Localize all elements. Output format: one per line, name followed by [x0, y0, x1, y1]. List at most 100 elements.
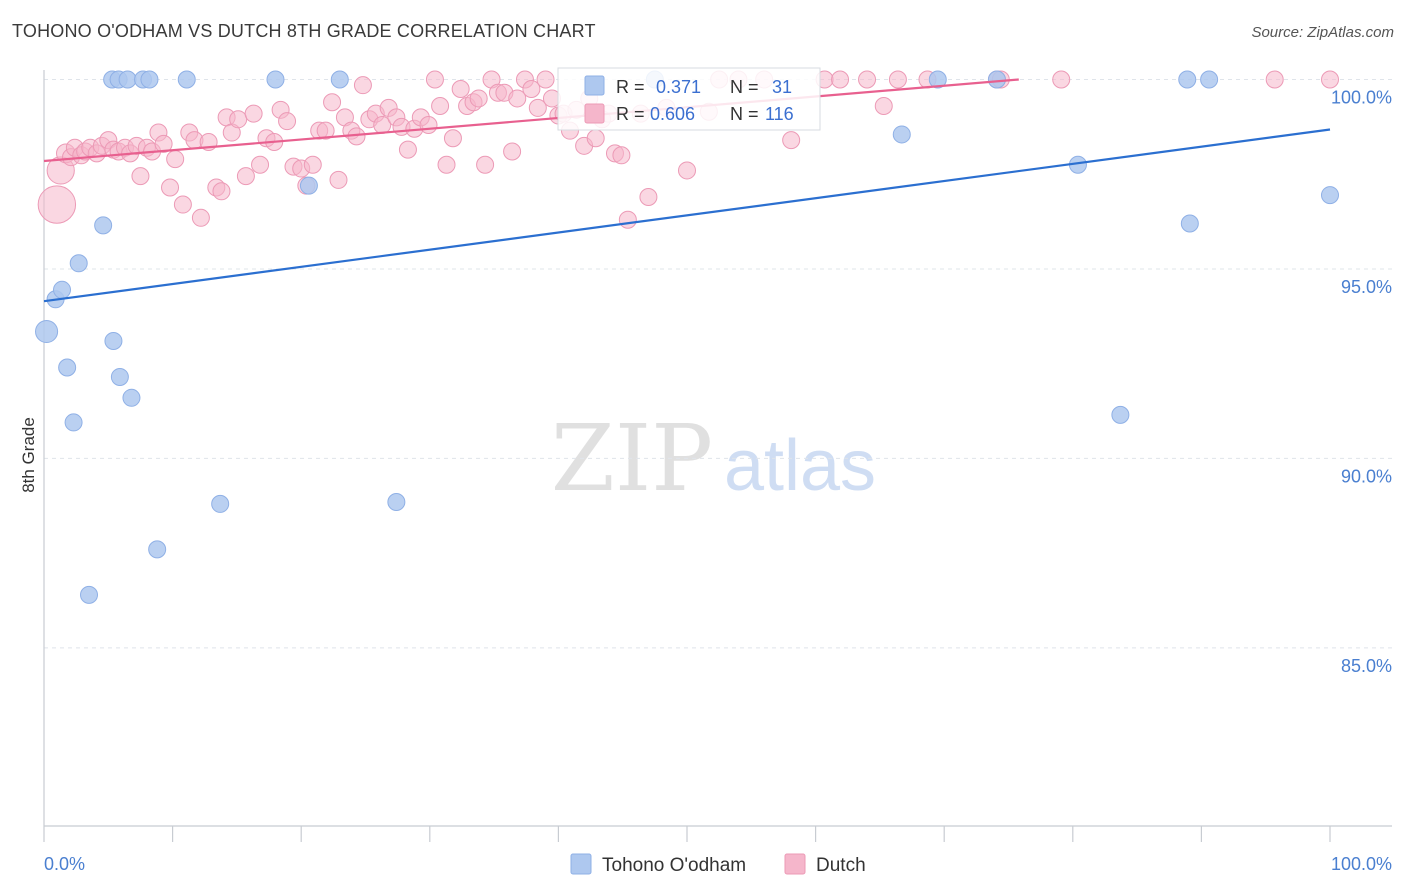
tohono-point-25	[928, 70, 947, 89]
tohono-point-19	[266, 70, 285, 89]
legend-label-tohono: Tohono O'odham	[602, 855, 746, 876]
dutch-point-64	[437, 155, 456, 174]
tohono-points	[35, 70, 1339, 604]
x-tick-label-min: 0.0%	[44, 854, 85, 874]
dutch-point-91	[612, 146, 631, 165]
dutch-point-34	[244, 104, 263, 123]
watermark-atlas: atlas	[724, 426, 876, 506]
y-tick-label-90: 90.0%	[1341, 466, 1392, 486]
grid-lines	[44, 79, 1392, 649]
dutch-point-47	[329, 170, 348, 189]
dutch-point-62	[425, 70, 444, 89]
legend-swatch-dutch	[784, 853, 806, 875]
y-tick-labels: 85.0% 90.0% 95.0% 100.0%	[1331, 88, 1392, 676]
dutch-point-45	[316, 121, 335, 140]
dutch-point-106	[888, 70, 907, 89]
dutch-point-21	[161, 178, 180, 197]
dutch-point-79	[536, 70, 555, 89]
tohono-point-18	[211, 494, 230, 513]
dutch-point-61	[419, 115, 438, 134]
stats-n-label-blue: N =	[730, 77, 759, 97]
stats-n-value-blue: 31	[772, 77, 792, 97]
tohono-point-26	[987, 70, 1006, 89]
dutch-point-70	[476, 155, 495, 174]
dutch-point-92	[618, 210, 637, 229]
dutch-point-105	[874, 97, 893, 116]
tohono-point-30	[1180, 214, 1199, 233]
dutch-point-78	[528, 98, 547, 117]
tohono-point-21	[330, 70, 349, 89]
dutch-point-43	[303, 155, 322, 174]
x-axis-ticks	[43, 826, 1331, 842]
tohono-point-13	[104, 331, 123, 350]
stats-r-value-pink: 0.606	[650, 104, 695, 124]
stats-n-value-pink: 116	[765, 104, 794, 124]
dutch-point-23	[173, 195, 192, 214]
tohono-point-2	[53, 280, 72, 299]
stats-swatch-blue	[584, 75, 605, 96]
dutch-point-66	[451, 79, 470, 98]
dutch-trend-line	[43, 78, 1019, 163]
dutch-point-112	[1321, 70, 1339, 89]
stats-r-label-blue: R =	[616, 77, 645, 97]
tohono-point-17	[177, 70, 196, 89]
dutch-point-111	[1265, 70, 1284, 89]
dutch-point-103	[831, 70, 850, 89]
dutch-point-74	[503, 142, 522, 161]
tohono-point-16	[148, 540, 167, 559]
tohono-point-5	[69, 254, 88, 273]
dutch-point-26	[191, 208, 210, 227]
dutch-point-65	[443, 129, 462, 148]
dutch-point-46	[323, 93, 342, 112]
tohono-point-0	[35, 319, 59, 344]
tohono-point-31	[1200, 70, 1219, 89]
tohono-point-12	[140, 70, 159, 89]
stats-r-label-pink: R =	[616, 104, 645, 124]
legend-label-dutch: Dutch	[816, 855, 866, 876]
tohono-point-24	[892, 125, 911, 144]
tohono-point-10	[118, 70, 137, 89]
tohono-point-28	[1111, 405, 1130, 424]
dutch-point-22	[166, 150, 185, 169]
tohono-point-4	[64, 413, 83, 432]
stats-r-value-blue: 0.371	[656, 77, 701, 97]
dutch-point-39	[278, 112, 297, 131]
tohono-point-22	[387, 493, 406, 512]
dutch-point-77	[522, 79, 541, 98]
dutch-point-20	[154, 134, 173, 153]
y-tick-label-85: 85.0%	[1341, 656, 1392, 676]
dutch-point-51	[353, 76, 372, 95]
x-tick-label-max: 100.0%	[1331, 854, 1392, 874]
stats-box: R = 0.371 N = 31 R = 0.606 N = 116	[557, 67, 821, 131]
dutch-point-29	[212, 182, 231, 201]
dutch-point-104	[858, 70, 877, 89]
source-credit: Source: ZipAtlas.com	[1251, 24, 1394, 41]
tohono-point-32	[1321, 186, 1339, 205]
y-tick-label-95: 95.0%	[1341, 277, 1392, 297]
stats-swatch-pink	[584, 103, 605, 124]
dutch-point-69	[469, 89, 488, 108]
dutch-point-63	[431, 97, 450, 116]
dutch-point-16	[131, 167, 150, 186]
tohono-point-15	[122, 388, 141, 407]
dutch-point-110	[1052, 70, 1071, 89]
dutch-point-96	[678, 161, 696, 180]
y-tick-label-100: 100.0%	[1331, 88, 1392, 108]
dutch-points	[37, 70, 1339, 229]
chart-title: TOHONO O'ODHAM VS DUTCH 8TH GRADE CORREL…	[12, 21, 596, 41]
dutch-point-101	[782, 131, 801, 150]
tohono-point-7	[94, 216, 113, 235]
dutch-point-58	[398, 140, 417, 159]
tohono-point-3	[58, 358, 77, 377]
dutch-point-33	[236, 167, 255, 186]
dutch-point-35	[251, 155, 270, 174]
dutch-point-75	[508, 89, 527, 108]
tohono-point-6	[80, 585, 99, 604]
dutch-point-87	[586, 129, 605, 148]
dutch-point-0	[37, 185, 77, 224]
legend-swatch-tohono	[570, 853, 592, 875]
legend: Tohono O'odham Dutch	[570, 853, 866, 876]
stats-n-label-pink: N =	[730, 104, 759, 124]
tohono-point-29	[1178, 70, 1197, 89]
